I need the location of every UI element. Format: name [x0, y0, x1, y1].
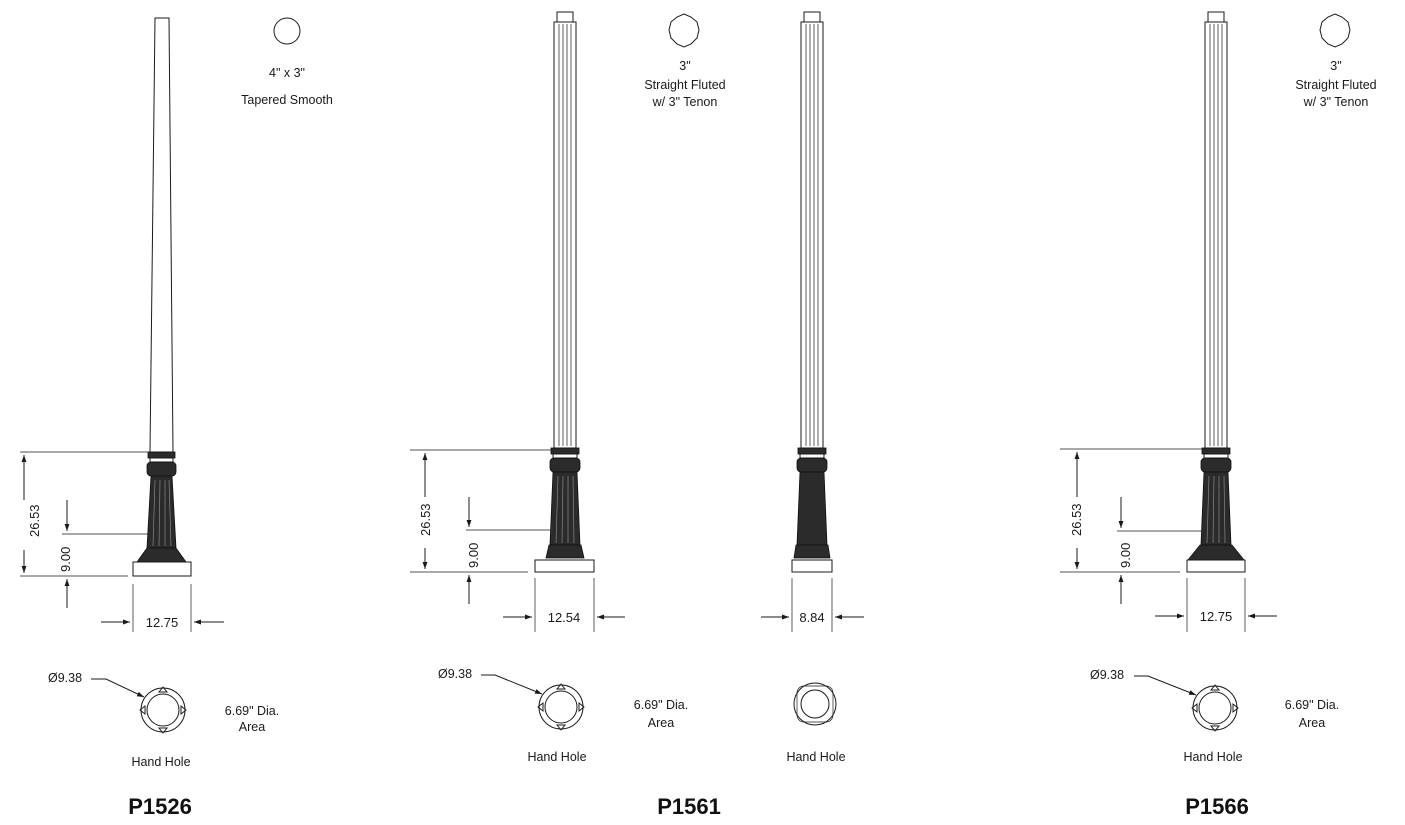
profile-line-2: Straight Fluted [644, 78, 725, 92]
post-p1566: 3" Straight Fluted w/ 3" Tenon 26.53 9.0… [1060, 11, 1377, 819]
plan-view [139, 686, 187, 734]
collar-ring [799, 453, 825, 459]
fluted-base [1200, 471, 1232, 546]
fluted-shaft [800, 21, 824, 449]
collar-ring [550, 447, 580, 455]
fluted-base [796, 471, 828, 546]
profile-line-2: Straight Fluted [1295, 78, 1376, 92]
side-view: 8.84 Hand Hole [761, 11, 864, 764]
tenon [803, 11, 821, 23]
fluted-base [549, 471, 581, 546]
bolt-circle-leader [481, 674, 543, 695]
post-p1526: 4" x 3" Tapered Smooth 26.53 9.00 12.75 … [20, 17, 333, 819]
base-dimension: 9.00 [58, 547, 73, 572]
width-dimension: 12.75 [146, 615, 179, 630]
base-flutes [152, 479, 172, 547]
fluted-shaft [1204, 21, 1228, 449]
base-plinth [534, 559, 595, 573]
profile-line-2: Tapered Smooth [241, 93, 333, 107]
shaft-flutes [558, 24, 572, 446]
plan-view [537, 683, 585, 731]
base-skirt [136, 547, 187, 563]
profile-line-3: w/ 3" Tenon [1303, 95, 1369, 109]
model-number: P1566 [1185, 794, 1249, 819]
collar-ring [1201, 447, 1231, 455]
model-number: P1561 [657, 794, 721, 819]
bolt-circle-label: Ø9.38 [438, 667, 472, 681]
collar-ring [552, 453, 578, 459]
profile-line-3: w/ 3" Tenon [652, 95, 718, 109]
collar-ring [146, 461, 177, 477]
base-dimension: 9.00 [1118, 543, 1133, 568]
bolt-circle-leader [91, 678, 145, 698]
side-hand-hole-label: Hand Hole [786, 750, 845, 764]
base-skirt [545, 544, 585, 559]
base-skirt [793, 544, 831, 559]
side-plan-view [793, 682, 837, 726]
round-profile-icon [273, 17, 301, 45]
area-line-2: Area [1299, 716, 1325, 730]
base-flutes [1206, 475, 1226, 544]
area-line-1: 6.69" Dia. [225, 704, 279, 718]
tenon [556, 11, 574, 23]
hand-hole-label: Hand Hole [1183, 750, 1242, 764]
width-dimension: 12.54 [548, 610, 581, 625]
base-plinth [791, 559, 833, 573]
area-line-2: Area [648, 716, 674, 730]
base-flutes [555, 475, 575, 544]
plan-view [1191, 684, 1239, 732]
hand-hole-label: Hand Hole [131, 755, 190, 769]
shaft-flutes [1209, 24, 1223, 446]
collar-ring [549, 457, 581, 473]
base-skirt [1187, 544, 1245, 561]
tapered-shaft [149, 17, 174, 453]
collar-ring [149, 457, 174, 463]
fluted-profile-icon [668, 13, 700, 48]
bolt-circle-label: Ø9.38 [1090, 668, 1124, 682]
collar-ring [147, 451, 176, 459]
base-plinth [1186, 559, 1246, 573]
fluted-shaft [553, 21, 577, 449]
post-p1561: 3" Straight Fluted w/ 3" Tenon 26.53 9.0… [410, 11, 864, 819]
base-plinth [132, 561, 192, 577]
model-number: P1526 [128, 794, 192, 819]
side-width-dimension: 8.84 [799, 610, 824, 625]
base-dimension: 9.00 [466, 543, 481, 568]
fluted-base [146, 475, 177, 549]
area-line-2: Area [239, 720, 265, 734]
collar-ring [1200, 457, 1232, 473]
profile-line-1: 3" [679, 59, 690, 73]
profile-line-1: 3" [1330, 59, 1341, 73]
tenon [1207, 11, 1225, 23]
shaft-flutes [805, 24, 819, 446]
bolt-circle-label: Ø9.38 [48, 671, 82, 685]
fluted-profile-icon [1319, 13, 1351, 48]
height-dimension: 26.53 [418, 503, 433, 536]
height-dimension: 26.53 [27, 504, 42, 537]
area-line-1: 6.69" Dia. [1285, 698, 1339, 712]
collar-ring [796, 457, 828, 473]
profile-line-1: 4" x 3" [269, 66, 305, 80]
bolt-circle-leader [1134, 675, 1197, 696]
width-dimension: 12.75 [1200, 609, 1233, 624]
hand-hole-label: Hand Hole [527, 750, 586, 764]
collar-ring [797, 447, 827, 455]
height-dimension: 26.53 [1069, 503, 1084, 536]
collar-ring [1203, 453, 1229, 459]
area-line-1: 6.69" Dia. [634, 698, 688, 712]
